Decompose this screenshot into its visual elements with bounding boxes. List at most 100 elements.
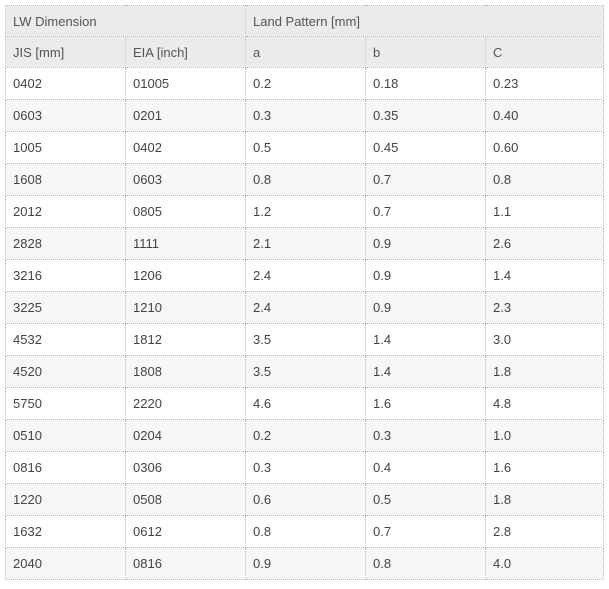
table-row: 0402 01005 0.2 0.18 0.23 <box>5 67 605 100</box>
cell-eia: 1812 <box>125 323 246 356</box>
cell-c: 2.8 <box>484 515 605 548</box>
cell-b: 0.9 <box>365 291 486 324</box>
cell-eia: 01005 <box>125 67 246 100</box>
table-row: 2040 0816 0.9 0.8 4.0 <box>5 547 605 580</box>
table-row: 4532 1812 3.5 1.4 3.0 <box>5 323 605 356</box>
cell-c: 1.8 <box>484 483 605 516</box>
table-row: 0603 0201 0.3 0.35 0.40 <box>5 99 605 132</box>
cell-b: 0.18 <box>365 67 486 100</box>
cell-b: 0.5 <box>365 483 486 516</box>
cell-eia: 0805 <box>125 195 246 228</box>
cell-jis: 1608 <box>5 163 126 196</box>
cell-c: 3.0 <box>484 323 605 356</box>
cell-jis: 0816 <box>5 451 126 484</box>
cell-eia: 2220 <box>125 387 246 420</box>
header-lw-dimension: LW Dimension <box>5 5 246 37</box>
cell-eia: 0603 <box>125 163 246 196</box>
cell-c: 1.8 <box>484 355 605 388</box>
cell-eia: 0306 <box>125 451 246 484</box>
cell-b: 0.35 <box>365 99 486 132</box>
cell-jis: 1632 <box>5 515 126 548</box>
cell-jis: 0402 <box>5 67 126 100</box>
cell-b: 0.8 <box>365 547 486 580</box>
header-b: b <box>365 36 486 68</box>
cell-a: 2.1 <box>245 227 366 260</box>
cell-jis: 2040 <box>5 547 126 580</box>
cell-a: 0.8 <box>245 515 366 548</box>
cell-eia: 0816 <box>125 547 246 580</box>
table-row: 1608 0603 0.8 0.7 0.8 <box>5 163 605 196</box>
table-row: 0816 0306 0.3 0.4 1.6 <box>5 451 605 484</box>
cell-eia: 0201 <box>125 99 246 132</box>
cell-b: 1.4 <box>365 323 486 356</box>
cell-c: 1.4 <box>484 259 605 292</box>
table-header: LW Dimension Land Pattern [mm] JIS [mm] … <box>5 5 605 68</box>
cell-jis: 4532 <box>5 323 126 356</box>
cell-eia: 0612 <box>125 515 246 548</box>
table-row: 2012 0805 1.2 0.7 1.1 <box>5 195 605 228</box>
header-group-row: LW Dimension Land Pattern [mm] <box>5 5 605 37</box>
table-row: 4520 1808 3.5 1.4 1.8 <box>5 355 605 388</box>
cell-b: 0.7 <box>365 515 486 548</box>
cell-a: 0.2 <box>245 419 366 452</box>
cell-a: 0.3 <box>245 99 366 132</box>
table-row: 1632 0612 0.8 0.7 2.8 <box>5 515 605 548</box>
cell-a: 0.6 <box>245 483 366 516</box>
cell-a: 3.5 <box>245 355 366 388</box>
cell-eia: 0508 <box>125 483 246 516</box>
table-row: 0510 0204 0.2 0.3 1.0 <box>5 419 605 452</box>
header-a: a <box>245 36 366 68</box>
cell-a: 0.5 <box>245 131 366 164</box>
table-row: 1005 0402 0.5 0.45 0.60 <box>5 131 605 164</box>
cell-jis: 1220 <box>5 483 126 516</box>
cell-c: 4.8 <box>484 387 605 420</box>
table-body: 0402 01005 0.2 0.18 0.23 0603 0201 0.3 0.35 0.40 1… <box>5 67 605 580</box>
cell-c: 0.40 <box>484 99 605 132</box>
cell-jis: 4520 <box>5 355 126 388</box>
cell-jis: 5750 <box>5 387 126 420</box>
cell-jis: 2012 <box>5 195 126 228</box>
header-land-pattern: Land Pattern [mm] <box>244 5 605 37</box>
cell-c: 1.1 <box>484 195 605 228</box>
cell-jis: 3225 <box>5 291 126 324</box>
cell-a: 0.8 <box>245 163 366 196</box>
cell-b: 0.3 <box>365 419 486 452</box>
cell-a: 2.4 <box>245 291 366 324</box>
cell-jis: 1005 <box>5 131 126 164</box>
cell-a: 4.6 <box>245 387 366 420</box>
cell-b: 1.4 <box>365 355 486 388</box>
header-jis: JIS [mm] <box>5 36 126 68</box>
cell-b: 0.9 <box>365 227 486 260</box>
table-row: 1220 0508 0.6 0.5 1.8 <box>5 483 605 516</box>
header-eia: EIA [inch] <box>125 36 246 68</box>
cell-a: 0.9 <box>245 547 366 580</box>
table-row: 5750 2220 4.6 1.6 4.8 <box>5 387 605 420</box>
cell-jis: 2828 <box>5 227 126 260</box>
cell-a: 0.3 <box>245 451 366 484</box>
cell-jis: 3216 <box>5 259 126 292</box>
table-row: 3216 1206 2.4 0.9 1.4 <box>5 259 605 292</box>
cell-c: 0.8 <box>484 163 605 196</box>
cell-b: 0.9 <box>365 259 486 292</box>
table-row: 2828 1111 2.1 0.9 2.6 <box>5 227 605 260</box>
cell-c: 1.6 <box>484 451 605 484</box>
cell-a: 0.2 <box>245 67 366 100</box>
cell-b: 0.7 <box>365 163 486 196</box>
cell-c: 2.6 <box>484 227 605 260</box>
cell-eia: 0402 <box>125 131 246 164</box>
cell-eia: 1206 <box>125 259 246 292</box>
cell-eia: 1808 <box>125 355 246 388</box>
cell-b: 0.4 <box>365 451 486 484</box>
cell-c: 0.60 <box>484 131 605 164</box>
land-pattern-table: LW Dimension Land Pattern [mm] JIS [mm] … <box>5 5 605 580</box>
cell-b: 0.7 <box>365 195 486 228</box>
cell-a: 2.4 <box>245 259 366 292</box>
header-column-row: JIS [mm] EIA [inch] a b C <box>5 36 605 68</box>
cell-eia: 0204 <box>125 419 246 452</box>
cell-c: 0.23 <box>484 67 605 100</box>
cell-b: 1.6 <box>365 387 486 420</box>
cell-c: 4.0 <box>484 547 605 580</box>
table-row: 3225 1210 2.4 0.9 2.3 <box>5 291 605 324</box>
cell-eia: 1111 <box>125 227 246 260</box>
cell-jis: 0510 <box>5 419 126 452</box>
